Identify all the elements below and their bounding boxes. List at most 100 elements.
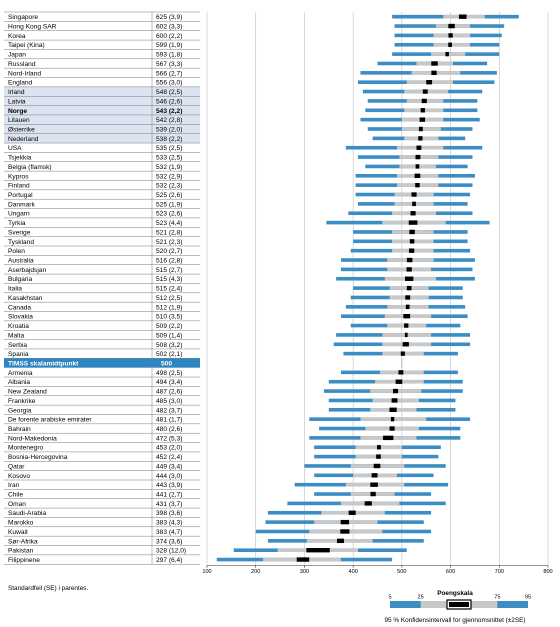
mean-ci-43 (389, 426, 395, 431)
mean-ci-33 (404, 323, 409, 328)
mean-ci-35 (402, 342, 409, 347)
country-label-13: Nederland (8, 136, 39, 143)
country-label-41: Georgia (8, 407, 32, 414)
country-label-10: Norge (8, 108, 27, 115)
mean-ci-6 (431, 70, 437, 76)
score-label-10: 543 (2,2) (156, 108, 182, 115)
country-label-30: Kasakhstan (8, 295, 43, 302)
country-label-5: Russland (8, 61, 36, 68)
footnote: Standardfeil (SE) i parentes. (8, 585, 89, 592)
score-label-43: 480 (2,6) (156, 426, 182, 433)
country-label-32: Slovakia (8, 314, 33, 321)
country-label-12: Østerrike (8, 126, 35, 133)
score-label-33: 509 (2,2) (156, 323, 182, 330)
highlight-bg-13 (4, 133, 200, 144)
score-label-39: 487 (2,6) (156, 389, 182, 396)
country-label-19: Portugal (8, 192, 33, 199)
legend-percentile-3: 95 (525, 595, 531, 601)
mean-ci-16 (415, 164, 420, 169)
mean-ci-13 (418, 136, 423, 141)
x-tick-label-6: 700 (495, 569, 504, 575)
mean-ci-26 (406, 257, 413, 263)
mean-ci-51 (364, 501, 372, 506)
x-axis-title: Poengskala (437, 590, 473, 597)
mean-ci-14 (416, 145, 422, 150)
mean-ci-23 (409, 229, 415, 235)
score-label-45: 453 (2,0) (156, 445, 182, 452)
mean-ci-19 (411, 192, 417, 197)
country-label-20: Danmark (8, 201, 35, 208)
score-label-55: 374 (3,6) (156, 538, 182, 545)
score-label-52: 398 (3,6) (156, 510, 182, 517)
score-label-27: 515 (2,7) (156, 267, 182, 274)
country-label-18: Finland (8, 183, 30, 190)
country-label-54: Kuwait (8, 529, 28, 536)
country-label-7: England (8, 80, 33, 87)
country-label-16: Belgia (flamsk) (8, 164, 52, 171)
mean-ci-36 (400, 351, 405, 356)
country-label-11: Litauen (8, 117, 30, 124)
score-label-35: 508 (3,2) (156, 342, 182, 349)
country-label-25: Polen (8, 248, 25, 255)
mean-ci-21 (410, 211, 416, 216)
country-label-29: Italia (8, 286, 22, 293)
score-label-51: 431 (3,7) (156, 501, 182, 508)
score-label-38: 494 (3,4) (156, 379, 182, 386)
score-label-2: 600 (2,2) (156, 33, 182, 40)
country-label-46: Bosnia-Hercegovina (8, 454, 68, 461)
country-label-6: Nord-Irland (8, 70, 41, 77)
mean-ci-57 (296, 557, 310, 562)
country-label-21: Ungarn (8, 211, 30, 218)
score-label-8: 548 (2,5) (156, 89, 182, 96)
country-label-51: Oman (8, 501, 26, 508)
x-tick-label-1: 200 (251, 569, 260, 575)
mean-ci-1 (448, 23, 455, 29)
country-label-53: Marokko (8, 520, 34, 527)
country-label-35: Serbia (8, 342, 27, 349)
mean-ci-11 (419, 117, 426, 122)
country-label-14: USA (8, 145, 22, 152)
score-label-46: 452 (2,4) (156, 454, 182, 461)
country-label-27: Aserbajdsjan (8, 267, 46, 274)
country-label-28: Bulgaria (8, 276, 33, 283)
country-label-4: Japan (8, 52, 26, 59)
score-label-13: 538 (2,2) (156, 136, 182, 143)
mean-ci-54 (340, 529, 350, 534)
mean-ci-34 (404, 332, 408, 338)
mean-ci-48 (371, 473, 378, 478)
score-label-17: 532 (2,9) (156, 173, 182, 180)
score-label-19: 525 (2,6) (156, 192, 182, 199)
country-label-56: Pakistan (8, 548, 34, 555)
score-label-49: 443 (3,9) (156, 482, 182, 489)
country-label-33: Kroatia (8, 323, 29, 330)
x-tick-label-3: 400 (348, 569, 357, 575)
legend-percentile-1: 25 (418, 595, 424, 601)
mean-ci-47 (373, 463, 381, 469)
score-label-21: 523 (2,6) (156, 211, 182, 218)
country-label-40: Frankrike (8, 398, 36, 405)
highlight-bg-9 (4, 96, 200, 106)
rows-layer: Singapore 625 (3,9) Hong Kong SAR 602 (3,3)… (4, 11, 519, 565)
country-label-3: Taipei (Kina) (8, 42, 45, 49)
country-label-34: Malta (8, 332, 24, 339)
mean-ci-4 (445, 51, 449, 57)
mean-ci-38 (395, 379, 403, 384)
mean-ci-10 (420, 108, 425, 113)
mean-ci-55 (336, 538, 344, 544)
country-label-57: Filippinene (8, 557, 40, 564)
score-label-57: 297 (6,4) (156, 557, 182, 564)
mean-ci-27 (406, 267, 412, 272)
country-label-45: Montenegro (8, 445, 44, 452)
x-tick-label-2: 300 (300, 569, 309, 575)
country-label-44: Nord-Makedonia (8, 435, 57, 442)
score-label-32: 510 (3,5) (156, 314, 182, 321)
score-label-0: 625 (3,9) (156, 14, 182, 21)
score-label-54: 383 (4,7) (156, 529, 182, 536)
x-tick-label-5: 600 (446, 569, 455, 575)
country-label-1: Hong Kong SAR (8, 24, 57, 31)
score-label-34: 509 (1,4) (156, 332, 182, 339)
country-label-9: Latvia (8, 98, 26, 105)
score-label-29: 515 (2,4) (156, 286, 182, 293)
country-label-22: Tyrkia (8, 220, 26, 227)
mean-ci-41 (389, 407, 397, 412)
